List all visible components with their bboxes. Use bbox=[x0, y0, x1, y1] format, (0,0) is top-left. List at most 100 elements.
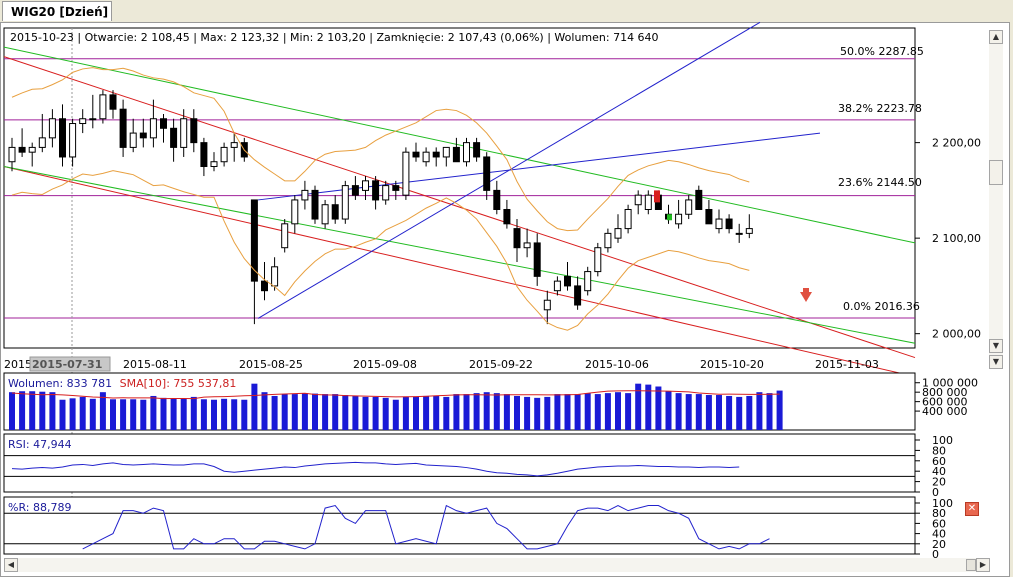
volume-bar bbox=[382, 397, 389, 430]
scroll-up-button[interactable]: ▲ bbox=[989, 30, 1003, 44]
header-close: Zamknięcie: 2 107,43 (0,06%) bbox=[376, 31, 544, 44]
header-volume: Wolumen: 714 640 bbox=[554, 31, 659, 44]
volume-bar bbox=[271, 395, 278, 430]
volume-bar bbox=[433, 395, 440, 430]
wr-tick-label: 20 bbox=[932, 538, 946, 551]
volume-bar bbox=[675, 393, 682, 430]
volume-sma: SMA[10]: 755 537,81 bbox=[119, 377, 237, 390]
wr-tick-label: 40 bbox=[932, 528, 946, 541]
vertical-scroll-thumb[interactable] bbox=[989, 160, 1003, 185]
candle-body bbox=[695, 189, 703, 210]
volume-bar bbox=[392, 399, 399, 430]
volume-bar bbox=[615, 392, 621, 430]
x-tick-label: 2015-08-11 bbox=[123, 358, 187, 371]
x-tick-label: 2015-08-25 bbox=[239, 358, 303, 371]
candle-body bbox=[513, 228, 521, 249]
volume-bar bbox=[655, 386, 662, 430]
candle-body bbox=[89, 118, 97, 121]
volume-bar bbox=[584, 393, 591, 430]
candle-body bbox=[99, 94, 107, 120]
rsi-tick-label: 60 bbox=[932, 455, 946, 468]
volume-bar bbox=[200, 399, 207, 430]
candle-body bbox=[372, 180, 380, 201]
header-min: Min: 2 103,20 bbox=[290, 31, 366, 44]
candle-body bbox=[281, 223, 289, 249]
scroll-down-end-button[interactable]: ▼ bbox=[989, 355, 1003, 369]
volume-bar bbox=[221, 398, 228, 430]
x-tick-label: 2015-10-20 bbox=[700, 358, 764, 371]
rsi-tick-label: 80 bbox=[932, 444, 946, 457]
vol-tick-label: 600 000 bbox=[922, 396, 968, 409]
red-channel-upper bbox=[3, 56, 916, 359]
y-tick-label: 2 000,00 bbox=[932, 328, 981, 341]
candle-body bbox=[129, 132, 137, 148]
volume-bar bbox=[483, 392, 490, 430]
fib-0-label: 0.0% 2016.36 bbox=[843, 300, 920, 313]
wr-tick-label: 0 bbox=[932, 548, 939, 561]
volume-bar bbox=[736, 396, 743, 430]
candle-body bbox=[311, 189, 319, 220]
volume-bar bbox=[130, 399, 137, 430]
volume-bar bbox=[635, 383, 642, 430]
scroll-right-button[interactable]: ▶ bbox=[976, 558, 990, 572]
green-channel-lower bbox=[3, 166, 916, 344]
wr-tick-label: 60 bbox=[932, 517, 946, 530]
volume-bar bbox=[251, 383, 258, 430]
close-panel-icon[interactable]: ✕ bbox=[965, 502, 979, 516]
rsi-panel bbox=[3, 433, 916, 493]
volume-bar bbox=[716, 395, 722, 430]
candle-body bbox=[220, 146, 228, 163]
header-open: Otwarcie: 2 108,45 bbox=[84, 31, 190, 44]
volume-bar bbox=[544, 396, 551, 430]
horizontal-scrollbar[interactable] bbox=[4, 558, 990, 572]
y-tick-label: 2 200,00 bbox=[932, 137, 981, 150]
header-date: 2015-10-23 bbox=[10, 31, 74, 44]
volume-bar bbox=[39, 391, 46, 430]
candle-body bbox=[331, 204, 339, 220]
candle-body bbox=[614, 228, 622, 239]
volume-bar bbox=[29, 391, 36, 430]
candle-body bbox=[321, 204, 329, 225]
volume-bar bbox=[49, 392, 56, 430]
x-tick-label: 2015-10-06 bbox=[585, 358, 649, 371]
volume-bar bbox=[9, 392, 15, 430]
scroll-down-button[interactable]: ▼ bbox=[989, 339, 1003, 353]
candle-body bbox=[422, 151, 430, 163]
candle-body bbox=[119, 108, 127, 148]
tab-wig20[interactable]: WIG20 [Dzień] bbox=[2, 1, 112, 21]
volume-bar bbox=[402, 396, 409, 430]
candle-body bbox=[18, 146, 26, 153]
volume-bar bbox=[352, 395, 359, 430]
rsi-tick-label: 100 bbox=[932, 434, 953, 447]
candle-body bbox=[230, 142, 238, 148]
volume-bar bbox=[79, 396, 86, 430]
volume-bar bbox=[524, 396, 531, 430]
volume-bar bbox=[372, 396, 379, 430]
horizontal-scroll-thumb[interactable] bbox=[966, 559, 976, 571]
candle-body bbox=[463, 142, 470, 163]
volume-bar bbox=[301, 393, 308, 430]
volume-label: Wolumen: 833 781 SMA[10]: 755 537,81 bbox=[8, 377, 236, 390]
volume-bar bbox=[695, 394, 702, 430]
wr-panel bbox=[3, 496, 916, 555]
scroll-left-button[interactable]: ◀ bbox=[4, 558, 18, 572]
header-max: Max: 2 123,32 bbox=[200, 31, 280, 44]
candle-body bbox=[543, 299, 551, 311]
rsi-line bbox=[11, 461, 740, 477]
volume-bar bbox=[574, 394, 581, 430]
candle-body bbox=[170, 127, 178, 148]
volume-bar bbox=[120, 399, 127, 430]
wr-line bbox=[82, 504, 770, 550]
candle-body bbox=[553, 280, 561, 292]
candle-body bbox=[261, 280, 268, 292]
candle-body bbox=[584, 271, 592, 292]
volume-bar bbox=[665, 391, 672, 430]
volume-bar bbox=[564, 394, 571, 430]
x-tick-label: 2015-09-22 bbox=[469, 358, 533, 371]
vertical-scrollbar[interactable] bbox=[989, 30, 1003, 360]
candle-body bbox=[149, 118, 157, 139]
volume-bar bbox=[140, 399, 147, 430]
volume-bar bbox=[503, 394, 510, 430]
volume-bar bbox=[59, 399, 66, 430]
